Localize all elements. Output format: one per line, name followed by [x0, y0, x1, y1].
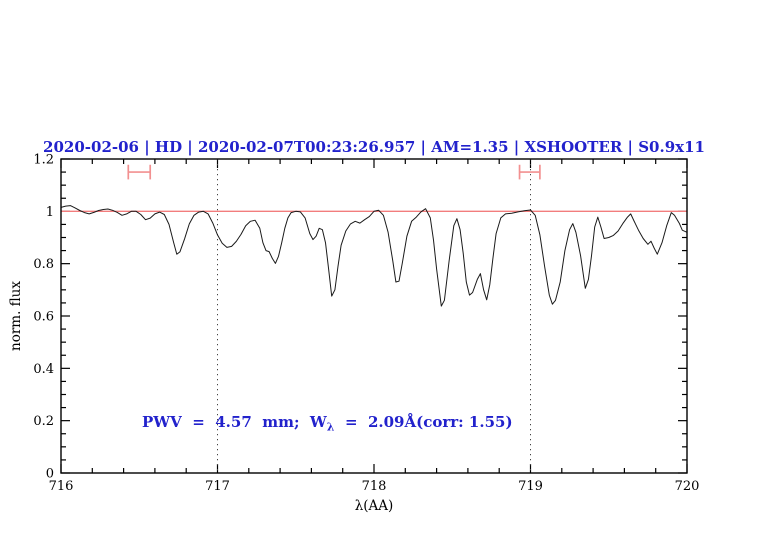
y-tick-label: 1	[46, 205, 54, 220]
x-tick-label: 716	[49, 479, 74, 494]
x-axis-label: λ(AA)	[355, 498, 394, 514]
y-axis-label: norm. flux	[8, 281, 24, 351]
x-tick-label: 717	[205, 479, 230, 494]
y-tick-label: 0.2	[33, 414, 54, 429]
plot-title: 2020-02-06 | HD | 2020-02-07T00:23:26.95…	[43, 138, 705, 156]
y-tick-label: 1.2	[33, 153, 54, 168]
pwv-annotation-rest: = 2.09Å(corr: 1.55)	[335, 413, 513, 431]
plot-border	[60, 158, 688, 474]
x-tick-label: 719	[518, 479, 543, 494]
y-tick-label: 0.8	[33, 257, 54, 272]
spectrum-series	[60, 205, 688, 307]
x-tick-label: 718	[362, 479, 387, 494]
pwv-annotation: PWV = 4.57 mm; Wλ = 2.09Å(corr: 1.55)	[142, 413, 513, 434]
pwv-annotation-main: PWV = 4.57 mm; W	[142, 413, 328, 431]
pwv-annotation-subscript: λ	[327, 421, 335, 434]
telluric-spectrum	[60, 205, 688, 307]
y-tick-label: 0.4	[33, 362, 54, 377]
y-tick-label: 0.6	[33, 310, 54, 325]
x-tick-label: 720	[675, 479, 700, 494]
y-tick-label: 0	[46, 467, 54, 482]
axes-ticks: 716 717 718 719 720 0 0.2 0.4 0.6 0.8 1 1.2	[33, 153, 699, 495]
